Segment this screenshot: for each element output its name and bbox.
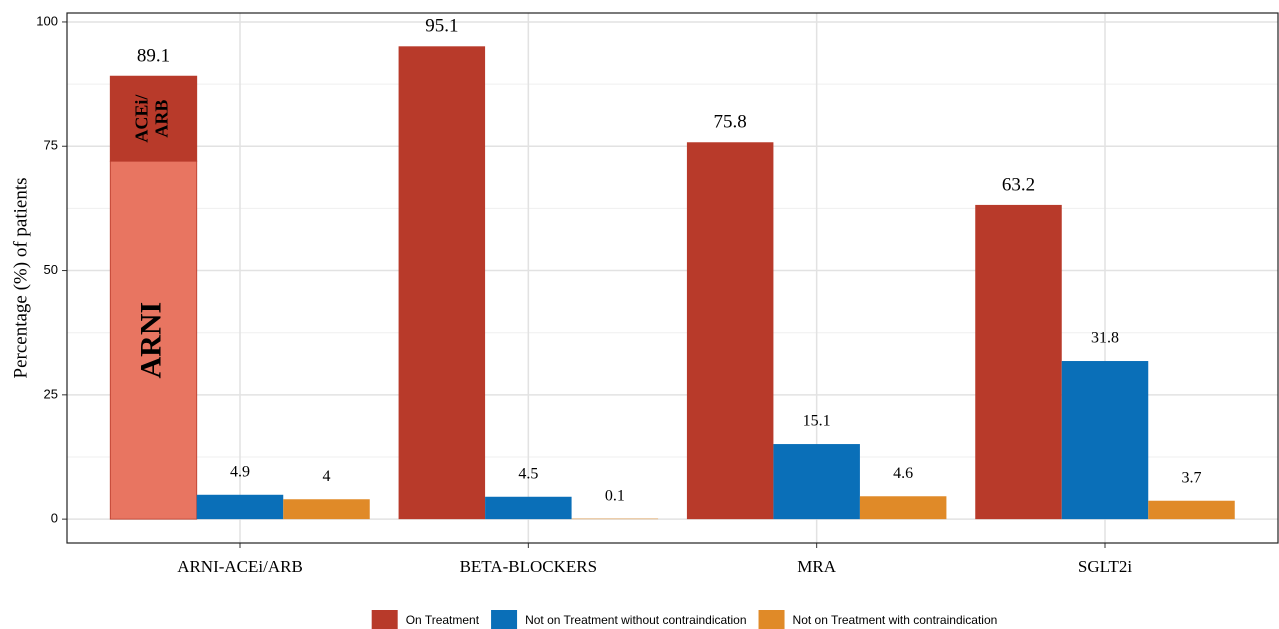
y-tick-label: 0 <box>51 511 58 526</box>
bar <box>859 496 947 520</box>
bar <box>1148 500 1235 520</box>
plot-frame <box>66 12 1279 544</box>
value-label: 63.2 <box>1002 174 1035 195</box>
legend-label: On Treatment <box>406 613 480 627</box>
segment-label: ARNI <box>134 302 167 379</box>
value-label: 4.6 <box>893 465 913 482</box>
bar-segment <box>109 75 198 162</box>
value-label: 4.9 <box>230 463 250 480</box>
legend: On Treatment Not on Treatment without con… <box>371 610 998 629</box>
bar <box>485 496 572 520</box>
legend-swatch <box>491 610 518 629</box>
legend-label: Not on Treatment without contraindicatio… <box>525 613 746 627</box>
x-tick-label: BETA-BLOCKERS <box>460 557 597 576</box>
value-label: 31.8 <box>1091 330 1119 347</box>
legend-label: Not on Treatment with contraindication <box>793 613 998 627</box>
y-tick-label: 100 <box>36 13 58 28</box>
x-tick-label: MRA <box>797 557 836 576</box>
value-label: 89.1 <box>137 46 170 67</box>
segment-label-group: ACEi/ARB <box>132 94 172 143</box>
segment-label: ACEi/ <box>132 94 152 143</box>
value-label: 95.1 <box>425 16 458 37</box>
segment-label: ARB <box>152 100 172 138</box>
value-label: 4.5 <box>518 465 538 482</box>
y-axis-label: Percentage (%) of patients <box>10 178 31 379</box>
value-label: 3.7 <box>1182 469 1202 486</box>
bar <box>398 46 486 520</box>
bar <box>773 444 860 520</box>
bar <box>686 142 774 520</box>
y-tick-label: 50 <box>44 262 58 277</box>
bar <box>196 494 284 520</box>
value-label: 15.1 <box>803 413 831 430</box>
x-tick-label: ARNI-ACEi/ARB <box>177 557 303 576</box>
legend-swatch <box>758 610 785 629</box>
legend-swatch <box>371 610 398 629</box>
value-label: 0.1 <box>605 487 625 504</box>
value-label: 4 <box>323 468 331 485</box>
y-tick-label: 25 <box>44 386 58 401</box>
y-tick-label: 75 <box>44 138 58 153</box>
bar <box>1061 361 1149 520</box>
bar <box>283 499 370 520</box>
value-label: 75.8 <box>714 112 747 133</box>
x-tick-label: SGLT2i <box>1078 557 1132 576</box>
bar-segment <box>109 160 198 520</box>
bar <box>975 204 1062 520</box>
